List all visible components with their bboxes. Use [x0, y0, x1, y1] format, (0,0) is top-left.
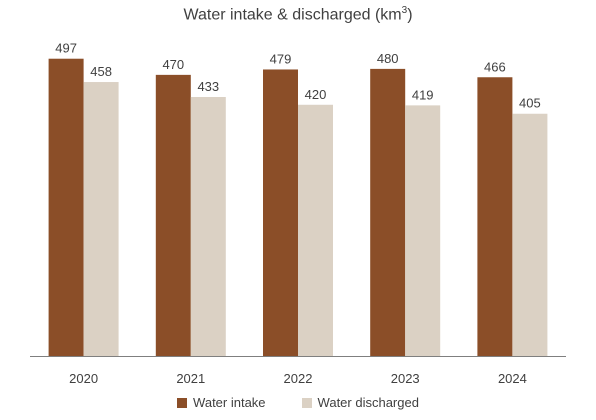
- bar-water-intake-2021: [155, 74, 191, 356]
- x-tick-label-2021: 2021: [176, 371, 205, 386]
- chart-title: Water intake & discharged (km3): [183, 5, 413, 24]
- legend-label-water-intake: Water intake: [193, 395, 266, 410]
- legend-swatch-water-intake: [177, 397, 188, 408]
- bar-water-discharged-2021: [190, 96, 226, 356]
- legend-label-water-discharged: Water discharged: [317, 395, 419, 410]
- labels-layer: 497 458 2020 470 433 2021 479 420 2022 480 419 2023…: [55, 41, 541, 386]
- data-label-water-intake-2021: 470: [162, 57, 184, 72]
- data-label-water-discharged-2020: 458: [90, 64, 112, 79]
- legend: Water intake Water discharged: [0, 395, 596, 410]
- data-label-water-discharged-2024: 405: [519, 96, 541, 111]
- bar-water-discharged-2023: [405, 105, 441, 356]
- x-tick-label-2024: 2024: [498, 371, 527, 386]
- bar-water-intake-2022: [263, 69, 298, 357]
- data-label-water-intake-2024: 466: [484, 59, 506, 74]
- legend-swatch-water-discharged: [301, 397, 312, 408]
- legend-item-water-intake: Water intake: [177, 395, 266, 410]
- bars-layer: [48, 58, 548, 357]
- x-tick-label-2023: 2023: [391, 371, 420, 386]
- bar-water-intake-2024: [477, 77, 513, 357]
- data-label-water-discharged-2023: 419: [412, 87, 434, 102]
- data-label-water-intake-2020: 497: [55, 41, 77, 56]
- x-tick-label-2020: 2020: [69, 371, 98, 386]
- legend-item-water-discharged: Water discharged: [301, 395, 419, 410]
- bar-water-intake-2020: [48, 58, 84, 357]
- data-label-water-discharged-2021: 433: [197, 79, 219, 94]
- bar-water-discharged-2024: [512, 113, 548, 356]
- data-label-water-intake-2023: 480: [377, 51, 399, 66]
- bar-water-intake-2023: [370, 68, 406, 356]
- bar-water-discharged-2020: [83, 82, 119, 356]
- x-tick-label-2022: 2022: [284, 371, 313, 386]
- data-label-water-intake-2022: 479: [270, 51, 292, 66]
- data-label-water-discharged-2022: 420: [305, 87, 327, 102]
- bar-water-discharged-2022: [298, 104, 333, 356]
